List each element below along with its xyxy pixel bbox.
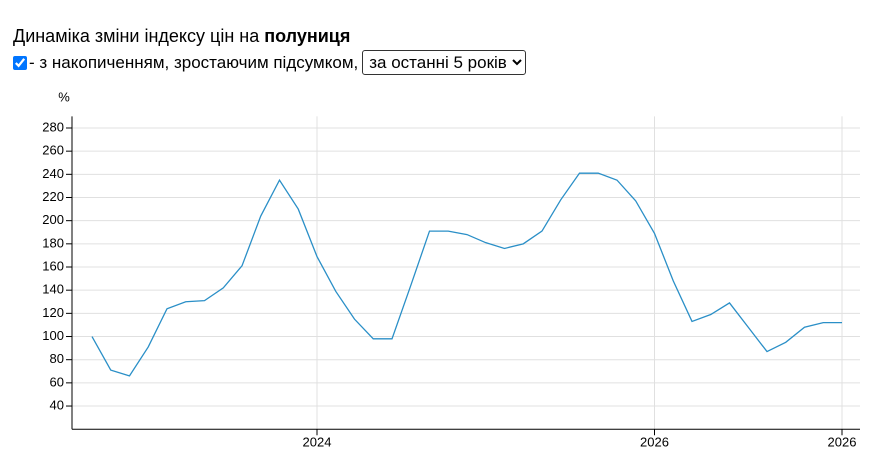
checkbox-label: - з накопиченням, зростаючим підсумком, bbox=[29, 52, 359, 72]
y-tick-label: 80 bbox=[50, 351, 64, 366]
x-tick-label: 2026 bbox=[640, 435, 669, 450]
y-tick-label: 120 bbox=[42, 305, 64, 320]
y-tick-label: 160 bbox=[42, 258, 64, 273]
y-tick-label: 180 bbox=[42, 235, 64, 250]
x-tick-label: 2026 bbox=[828, 435, 857, 450]
header: Динаміка зміни індексу цін на полуниця bbox=[13, 26, 350, 47]
y-tick-label: 100 bbox=[42, 328, 64, 343]
title: Динаміка зміни індексу цін на bbox=[13, 26, 260, 46]
y-tick-label: 260 bbox=[42, 143, 64, 158]
y-tick-label: 220 bbox=[42, 189, 64, 204]
y-tick-label: 40 bbox=[50, 397, 64, 412]
y-tick-label: 60 bbox=[50, 374, 64, 389]
y-tick-label: 140 bbox=[42, 282, 64, 297]
y-tick-label: 200 bbox=[42, 212, 64, 227]
product: полуниця bbox=[264, 26, 351, 46]
y-tick-label: 240 bbox=[42, 166, 64, 181]
x-tick-label: 2024 bbox=[303, 435, 332, 450]
cumulative-checkbox[interactable] bbox=[13, 55, 27, 70]
controls: - з накопиченням, зростаючим підсумком, … bbox=[13, 50, 527, 75]
period-select[interactable]: за останні 5 років bbox=[362, 50, 527, 75]
y-tick-label: 280 bbox=[42, 119, 64, 134]
data-line bbox=[91, 172, 842, 377]
y-axis-unit: % bbox=[58, 89, 70, 104]
